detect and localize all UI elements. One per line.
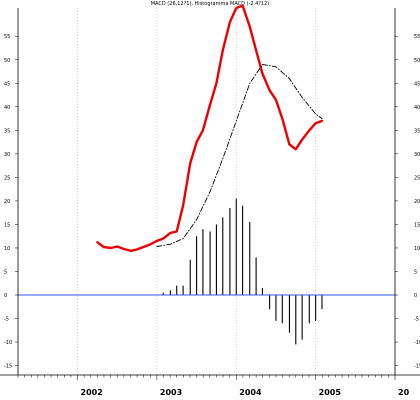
y-tick-label-left: 0 [4, 293, 7, 299]
y-tick-label-right: 0 [414, 293, 417, 299]
chart-title: MACD (26,12?1), Histogramma MACD (-2.4?1… [151, 1, 270, 7]
y-tick-label-right: 35 [414, 128, 420, 134]
y-tick-label-right: -5 [414, 317, 419, 323]
x-tick-label: 2004 [239, 388, 262, 397]
y-tick-label-right: 30 [414, 152, 420, 158]
y-tick-label-right: 15 [414, 222, 420, 228]
y-tick-label-left: -10 [4, 340, 12, 346]
y-tick-label-right: 45 [414, 81, 420, 87]
plot-area [18, 4, 395, 345]
y-tick-label-left: 25 [4, 175, 10, 181]
y-tick-label-left: 20 [4, 199, 10, 205]
x-tick-label: 2002 [81, 388, 103, 397]
signal-line [156, 64, 323, 247]
grid [77, 8, 316, 375]
y-tick-label-right: 55 [414, 34, 420, 40]
y-tick-label-right: 5 [414, 269, 417, 275]
y-tick-label-right: -15 [414, 364, 420, 370]
x-tick-label: 2003 [160, 388, 182, 397]
y-tick-label-right: 25 [414, 175, 420, 181]
y-tick-label-left: 10 [4, 246, 10, 252]
y-tick-label-right: 20 [414, 199, 420, 205]
y-tick-label-left: 50 [4, 58, 10, 64]
y-tick-label-left: 45 [4, 81, 10, 87]
x-tick-label: 2005 [319, 388, 342, 397]
y-tick-label-left: -5 [4, 317, 9, 323]
y-tick-label-left: 55 [4, 34, 10, 40]
y-tick-label-left: -15 [4, 364, 12, 370]
y-tick-label-left: 40 [4, 105, 10, 111]
right-y-axis: -15 -10 -5 0 5 10 15 20 25 30 35 40 45 50 55 [394, 8, 420, 375]
y-tick-label-left: 30 [4, 152, 10, 158]
y-tick-label-right: -10 [414, 340, 420, 346]
left-y-axis: -15 -10 -5 0 5 10 15 20 25 30 35 40 45 50 55 [4, 8, 19, 375]
x-tick-label: 20 [398, 388, 410, 397]
y-tick-label-right: 50 [414, 58, 420, 64]
y-tick-label-right: 40 [414, 105, 420, 111]
x-axis: 2002 2003 2004 2005 20 [0, 374, 420, 397]
y-tick-label-left: 5 [4, 269, 7, 275]
y-tick-label-left: 35 [4, 128, 10, 134]
y-tick-label-left: 15 [4, 222, 10, 228]
y-tick-label-right: 10 [414, 246, 420, 252]
macd-line [96, 4, 324, 253]
